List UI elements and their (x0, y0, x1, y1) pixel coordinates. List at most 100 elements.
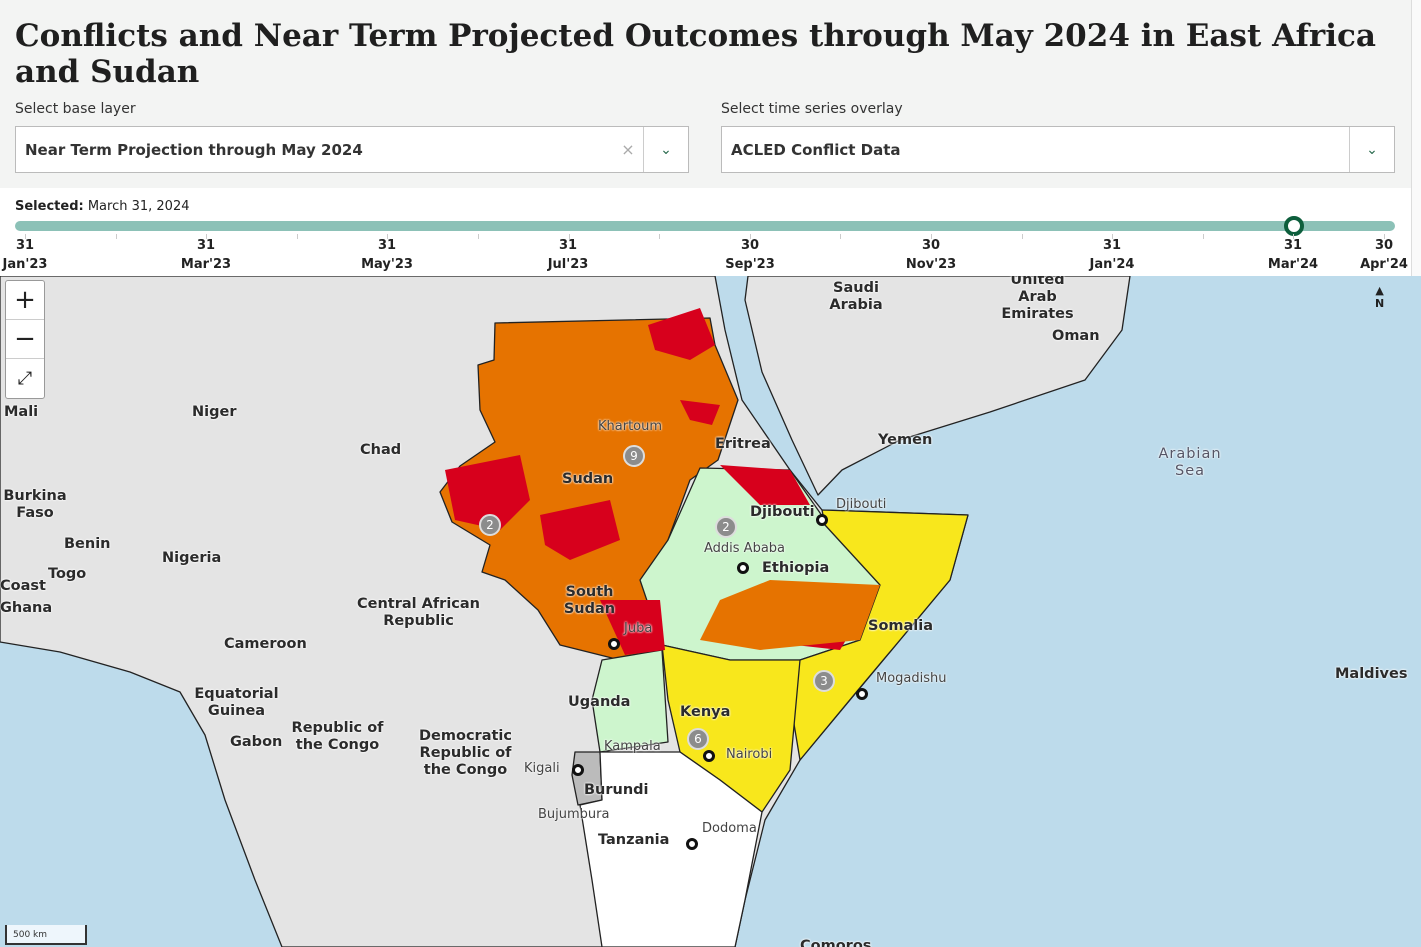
timeline-tick-label[interactable]: 31 Jul'23 (548, 236, 589, 274)
timeline-tick-label[interactable]: 31 Jan'23 (3, 236, 48, 274)
timeline-tick (659, 234, 661, 239)
country-label: South Sudan (563, 584, 616, 617)
uganda (591, 649, 669, 753)
tick-month: Nov'23 (905, 257, 957, 272)
timeline-tick (1021, 234, 1023, 239)
north-arrow-icon: ▲ (1375, 284, 1384, 297)
country-label: Equatorial Guinea (194, 686, 279, 719)
timeline-tick (478, 234, 479, 239)
timeline-tick-label[interactable]: 30 Sep'23 (725, 236, 775, 274)
conflict-cluster[interactable]: 9 (623, 445, 645, 467)
zoom-out-button[interactable]: − (6, 320, 44, 359)
country-label: Burundi (584, 782, 649, 798)
country-label: Chad (360, 442, 402, 458)
timeline-tick (840, 234, 842, 239)
country-label: Yemen (878, 432, 933, 448)
base-layer-label: Select base layer (15, 101, 136, 117)
country-label: Cameroon (224, 636, 307, 652)
tick-month: May'23 (361, 257, 413, 272)
city-label: Addis Ababa (704, 541, 786, 556)
tick-month: Jan'23 (2, 257, 48, 272)
sudan (439, 317, 739, 661)
country-label: Comoros (800, 938, 872, 947)
capital-star-icon (856, 688, 868, 700)
selected-value: March 31, 2024 (87, 199, 190, 214)
city-label: Kampala (604, 739, 661, 754)
country-label: Togo (48, 566, 87, 582)
tick-month: Mar'24 (1267, 257, 1319, 272)
country-label: Nigeria (162, 550, 222, 566)
fullscreen-button[interactable]: ⤢ (17, 368, 33, 389)
timeline-tick-label[interactable]: 30 Nov'23 (906, 236, 956, 274)
tick-day: 30 (921, 238, 941, 253)
timeline-track[interactable] (15, 221, 1395, 231)
map[interactable]: + − ⤢ ▲ N 500 km Mali Niger Chad Sudan Eritre… (0, 276, 1421, 947)
tick-month: Jul'23 (547, 257, 589, 272)
country-label: Ghana (0, 600, 53, 616)
timeline-tick-label[interactable]: 31 Mar'24 (1268, 236, 1318, 274)
timeline-tick-label[interactable]: 31 Mar'23 (181, 236, 231, 274)
country-label: Oman (1052, 328, 1100, 344)
overlay-label: Select time series overlay (721, 101, 903, 117)
timeline-tick (25, 234, 26, 239)
capital-star-icon (686, 838, 698, 850)
country-label: Sudan (562, 471, 614, 487)
timeline-tick-label[interactable]: 31 Jan'24 (1090, 236, 1135, 274)
crisis-areas-ethiopia (700, 580, 880, 650)
capital-star-icon (608, 638, 620, 650)
country-label: Republic of the Congo (291, 720, 384, 753)
city-label: Dodoma (702, 821, 757, 836)
conflict-cluster[interactable]: 3 (813, 670, 835, 692)
conflict-cluster[interactable]: 2 (479, 514, 501, 536)
country-label: Tanzania (598, 832, 670, 848)
country-label: Kenya (680, 704, 731, 720)
country-label: Uganda (568, 694, 631, 710)
conflict-cluster[interactable]: 6 (687, 728, 709, 750)
timeline-tick (206, 234, 208, 239)
timeline-tick (1293, 234, 1295, 239)
timeline-tick (931, 234, 932, 239)
tick-day: 30 (740, 238, 760, 253)
tick-day: 31 (1102, 238, 1122, 253)
timeline-tick (115, 234, 117, 239)
city-label: Nairobi (726, 747, 773, 762)
timeline-tick-label[interactable]: 31 May'23 (361, 236, 413, 274)
country-label: United Arab Emirates (1001, 276, 1074, 322)
city-label: Djibouti (836, 497, 887, 512)
clear-icon[interactable]: × (621, 140, 635, 159)
chevron-down-icon[interactable]: ⌄ (1349, 127, 1394, 172)
land-arabia (744, 276, 1131, 496)
country-label: Eritrea (715, 436, 771, 452)
city-label: Bujumbura (538, 807, 610, 822)
capital-star-icon (737, 562, 749, 574)
country-label: Mali (4, 404, 39, 420)
capital-star-icon (703, 750, 715, 762)
overlay-select[interactable]: ACLED Conflict Data ⌄ (721, 126, 1395, 173)
chevron-down-icon[interactable]: ⌄ (643, 127, 688, 172)
tick-month: Apr'24 (1360, 257, 1408, 272)
base-layer-select[interactable]: Near Term Projection through May 2024 × … (15, 126, 689, 173)
country-label: Democratic Republic of the Congo (419, 728, 512, 778)
city-label: Mogadishu (876, 671, 947, 686)
timeline-tick-label[interactable]: 30 Apr'24 (1360, 236, 1408, 274)
tick-day: 31 (558, 238, 578, 253)
tick-month: Mar'23 (180, 257, 232, 272)
zoom-in-button[interactable]: + (6, 281, 44, 320)
country-label: Niger (192, 404, 237, 420)
tick-day: 30 (1374, 238, 1394, 253)
timeline-handle[interactable] (1284, 216, 1304, 236)
timeline-tick (1202, 234, 1204, 239)
country-label: Maldives (1335, 666, 1408, 682)
capital-star-icon (816, 514, 828, 526)
tick-day: 31 (15, 238, 35, 253)
selected-label: Selected: (15, 199, 84, 214)
city-label: Khartoum (598, 419, 663, 434)
conflict-cluster[interactable]: 2 (715, 516, 737, 538)
somalia (789, 509, 969, 761)
country-label: Central African Republic (356, 596, 481, 629)
tick-month: Sep'23 (725, 257, 775, 272)
tick-month: Jan'24 (1089, 257, 1135, 272)
north-arrow: ▲ N (1375, 284, 1384, 310)
page-title: Conflicts and Near Term Projected Outcom… (15, 18, 1376, 90)
scrollbar[interactable] (1411, 0, 1421, 276)
